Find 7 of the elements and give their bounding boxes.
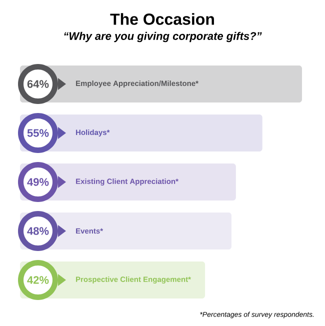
chart-title: The Occasion [110, 13, 214, 25]
data-label: 42% [27, 276, 49, 284]
data-label: 64% [27, 80, 49, 88]
data-label: 49% [27, 178, 49, 186]
chart-subtitle: “Why are you giving corporate gifts?” [64, 32, 262, 42]
data-label: 55% [27, 129, 49, 137]
data-label: 48% [27, 227, 49, 235]
